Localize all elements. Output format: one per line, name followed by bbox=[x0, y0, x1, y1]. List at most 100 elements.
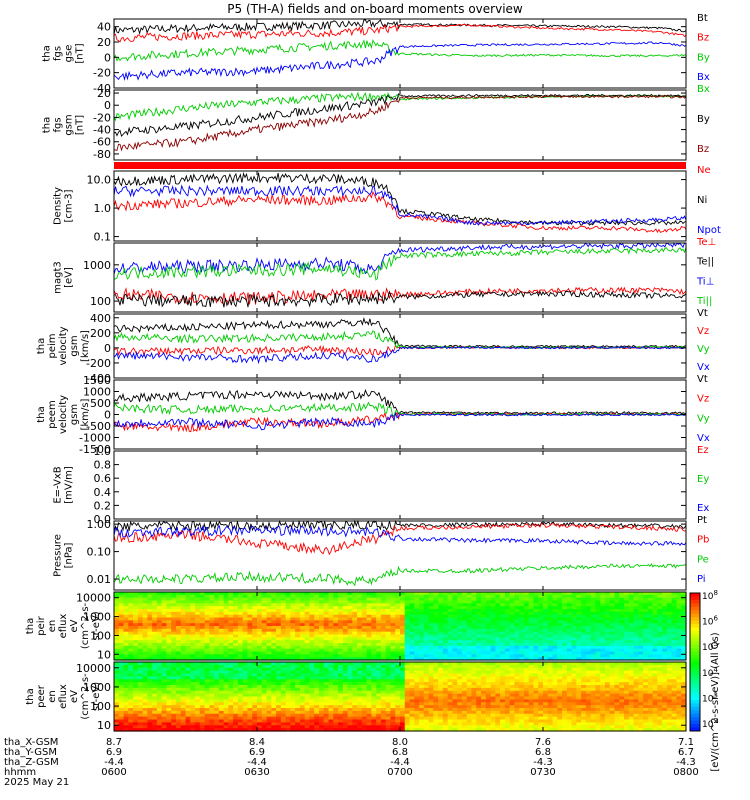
heatmap-cell bbox=[438, 682, 444, 686]
heatmap-cell bbox=[214, 670, 220, 675]
heatmap-cell bbox=[214, 597, 220, 602]
heatmap-cell bbox=[309, 603, 315, 607]
heatmap-cell bbox=[585, 623, 592, 627]
heatmap-cell bbox=[261, 699, 268, 703]
heatmap-cell bbox=[361, 623, 368, 627]
heatmap-cell bbox=[585, 592, 592, 596]
heatmap-cell bbox=[276, 664, 282, 669]
heatmap-cell bbox=[133, 710, 139, 715]
heatmap-cell bbox=[257, 673, 263, 677]
y-tick-label: -20 bbox=[93, 67, 111, 80]
heatmap-cell bbox=[242, 719, 249, 723]
heatmap-cell bbox=[309, 662, 315, 666]
heatmap-cell bbox=[123, 685, 129, 689]
heatmap-cell bbox=[156, 662, 163, 666]
heatmap-cell bbox=[185, 676, 191, 680]
heatmap-cell bbox=[333, 609, 339, 613]
heatmap-cell bbox=[175, 626, 182, 630]
heatmap-cell bbox=[123, 626, 129, 630]
heatmap-cell bbox=[204, 676, 210, 680]
heatmap-cell bbox=[233, 637, 239, 641]
heatmap-cell bbox=[161, 606, 168, 610]
heatmap-cell bbox=[128, 687, 134, 692]
heatmap-cell bbox=[247, 640, 253, 644]
heatmap-cell bbox=[271, 640, 277, 644]
heatmap-cell bbox=[376, 725, 382, 729]
heatmap-cell bbox=[366, 670, 372, 675]
heatmap-cell bbox=[566, 597, 573, 602]
heatmap-cell bbox=[519, 637, 525, 641]
heatmap-cell bbox=[223, 637, 229, 641]
heatmap-cell bbox=[523, 620, 530, 624]
heatmap-cell bbox=[438, 679, 444, 683]
heatmap-cell bbox=[662, 617, 668, 621]
heatmap-cell bbox=[595, 614, 601, 619]
heatmap-cell bbox=[295, 664, 301, 669]
heatmap-cell bbox=[538, 643, 544, 647]
heatmap-cell bbox=[414, 651, 420, 655]
heatmap-cell bbox=[452, 645, 458, 650]
heatmap-cell bbox=[495, 603, 501, 607]
heatmap-cell bbox=[357, 603, 363, 607]
heatmap-cell bbox=[156, 667, 163, 672]
heatmap-cell bbox=[447, 631, 454, 636]
heatmap-cell bbox=[509, 617, 515, 621]
heatmap-cell bbox=[166, 628, 172, 633]
heatmap-cell bbox=[190, 600, 196, 604]
heatmap-cell bbox=[299, 719, 306, 723]
heatmap-cell bbox=[199, 673, 206, 677]
heatmap-cell bbox=[266, 719, 272, 723]
heatmap-cell bbox=[433, 682, 439, 686]
heatmap-cell bbox=[452, 600, 458, 604]
heatmap-cell bbox=[376, 685, 382, 689]
heatmap-cell bbox=[500, 623, 506, 627]
heatmap-cell bbox=[581, 606, 587, 610]
heatmap-cell bbox=[662, 631, 668, 636]
heatmap-cell bbox=[566, 600, 573, 604]
heatmap-cell bbox=[195, 606, 201, 610]
heatmap-cell bbox=[466, 628, 473, 633]
heatmap-cell bbox=[471, 611, 477, 616]
heatmap-cell bbox=[271, 623, 277, 627]
heatmap-cell bbox=[395, 592, 401, 596]
heatmap-cell bbox=[328, 640, 334, 644]
heatmap-cell bbox=[528, 643, 535, 647]
heatmap-cell bbox=[266, 710, 272, 715]
heatmap-cell bbox=[419, 637, 425, 641]
heatmap-cell bbox=[280, 693, 287, 698]
heatmap-cell bbox=[361, 679, 368, 683]
heatmap-cell bbox=[552, 614, 558, 619]
heatmap-cell bbox=[395, 725, 401, 729]
heatmap-cell bbox=[142, 676, 148, 680]
heatmap-cell bbox=[366, 654, 372, 658]
heatmap-cell bbox=[166, 725, 172, 729]
heatmap-cell bbox=[166, 705, 172, 709]
heatmap-cell bbox=[447, 693, 454, 698]
heatmap-cell bbox=[428, 651, 434, 655]
heatmap-cell bbox=[199, 606, 206, 610]
heatmap-cell bbox=[276, 670, 282, 675]
heatmap-cell bbox=[133, 645, 139, 650]
heatmap-cell bbox=[624, 600, 630, 604]
heatmap-cell bbox=[581, 643, 587, 647]
heatmap-cell bbox=[600, 600, 606, 604]
heatmap-cell bbox=[333, 640, 339, 644]
heatmap-cell bbox=[257, 637, 263, 641]
heatmap-cell bbox=[214, 725, 220, 729]
heatmap-cell bbox=[290, 634, 296, 638]
heatmap-cell bbox=[423, 606, 430, 610]
y-tick-label: 0.8 bbox=[94, 459, 112, 472]
heatmap-cell bbox=[442, 640, 449, 644]
heatmap-cell bbox=[523, 614, 530, 619]
heatmap-cell bbox=[442, 600, 449, 604]
heatmap-cell bbox=[628, 626, 635, 630]
heatmap-cell bbox=[357, 708, 363, 712]
heatmap-cell bbox=[614, 611, 620, 616]
heatmap-cell bbox=[242, 667, 249, 672]
heatmap-cell bbox=[600, 597, 606, 602]
heatmap-cell bbox=[123, 687, 129, 692]
y-axis-label-line: tha bbox=[36, 338, 47, 354]
heatmap-cell bbox=[175, 679, 182, 683]
heatmap-cell bbox=[147, 620, 153, 624]
heatmap-cell bbox=[461, 651, 468, 655]
